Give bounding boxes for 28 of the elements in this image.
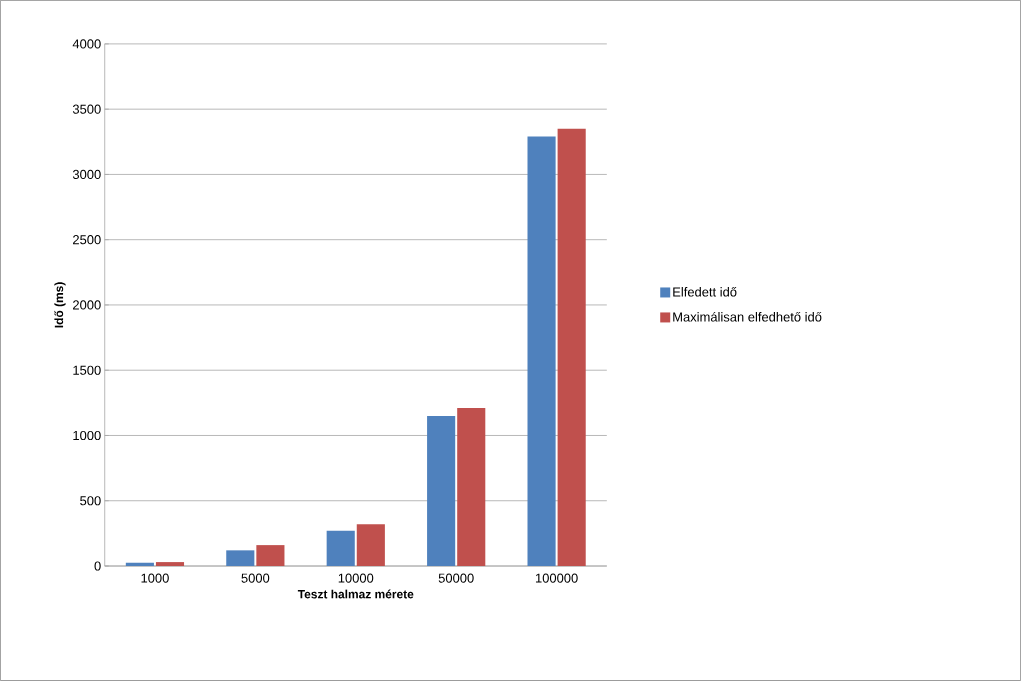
bar (457, 408, 486, 567)
bar (557, 128, 586, 567)
legend-label: Elfedett idő (673, 286, 737, 297)
y-axis-title: Idő (ms) (54, 282, 66, 328)
y-tick-label: 4000 (72, 39, 101, 49)
bar (326, 530, 355, 567)
x-tick-label: 100000 (535, 573, 578, 583)
bar (226, 550, 255, 567)
y-tick-label: 2500 (73, 235, 101, 245)
bar (356, 524, 385, 567)
y-tick-label: 1000 (73, 430, 101, 441)
y-tick-label: 500 (80, 496, 101, 506)
y-tick-label: 3500 (72, 104, 101, 114)
y-tick-label: 2000 (73, 300, 101, 310)
legend-label: Maximálisan elfedhető idő (673, 311, 822, 322)
x-tick-label: 50000 (438, 573, 474, 583)
bar (155, 562, 185, 567)
bar (427, 415, 456, 567)
y-tick-label: 3000 (72, 169, 101, 180)
x-tick-label: 5000 (241, 573, 270, 583)
bar (527, 136, 556, 567)
y-tick-label: 1500 (73, 365, 101, 375)
x-axis-title: Teszt halmaz mérete (297, 589, 414, 599)
bar (125, 562, 154, 567)
bar (256, 545, 285, 567)
x-tick-label: 1000 (141, 573, 169, 583)
x-tick-label: 10000 (338, 573, 374, 583)
y-tick-label: 0 (94, 561, 101, 571)
